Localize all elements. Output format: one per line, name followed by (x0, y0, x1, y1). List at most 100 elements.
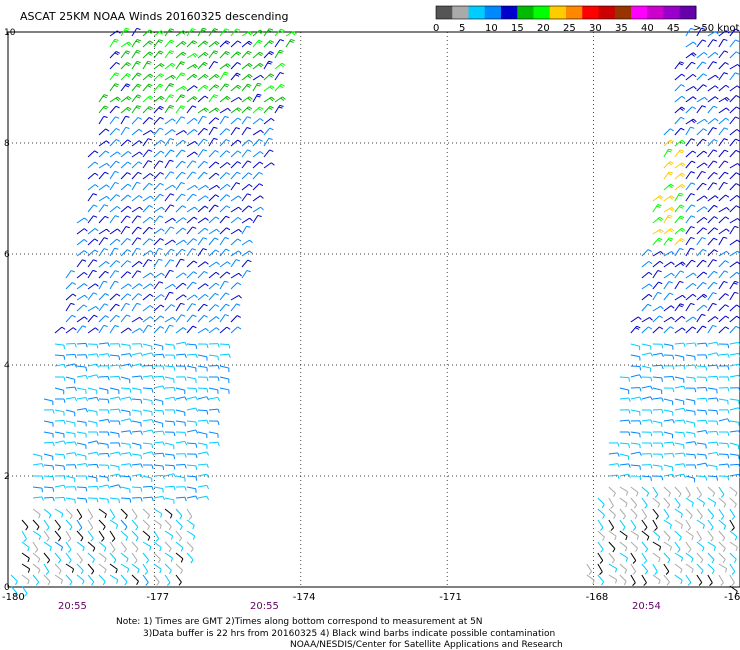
wind-barb (707, 464, 717, 467)
wind-barb (641, 419, 651, 422)
wind-barb-feather (702, 259, 707, 263)
wind-barb (652, 508, 659, 517)
wind-barb-feather (41, 463, 44, 468)
wind-barb (32, 463, 42, 466)
wind-barb-feather (125, 63, 130, 67)
wind-barb (142, 40, 150, 48)
wind-barb-feather (600, 527, 604, 531)
wind-barb-feather (204, 195, 209, 199)
wind-barb-feather (736, 205, 740, 209)
wind-barb-feather (236, 303, 241, 306)
wind-barb (674, 563, 683, 570)
wind-barb (707, 375, 717, 378)
wind-barb (619, 508, 626, 517)
wind-barb (685, 28, 692, 37)
wind-barb-feather (712, 39, 717, 42)
wind-barb (153, 172, 161, 180)
wind-barb-feather (669, 208, 674, 212)
wind-barb-feather (217, 365, 220, 370)
wind-barb-feather (115, 61, 120, 65)
wind-barb-feather (172, 184, 176, 189)
wind-barb-feather (118, 499, 120, 504)
wind-barb-feather (661, 344, 664, 349)
wind-barb-feather (202, 41, 207, 45)
wind-barb (142, 563, 149, 572)
wind-barb-feather (169, 291, 174, 294)
wind-barb-feather (690, 236, 695, 240)
wind-barb-feather (226, 261, 231, 265)
wind-barb (729, 442, 739, 446)
wind-barb-feather (632, 527, 637, 531)
wind-barb (630, 409, 640, 413)
wind-barb-feather (733, 282, 738, 285)
wind-barb-feather (622, 515, 626, 520)
wind-barb-feather (680, 116, 685, 120)
wind-barb-feather (680, 149, 685, 152)
wind-barb (87, 451, 97, 455)
wind-barb-feather (716, 442, 719, 447)
wind-barb-feather (74, 343, 77, 348)
note-line-2: 3)Data buffer is 22 hrs from 20160325 4)… (143, 629, 555, 639)
wind-barb-feather (61, 326, 66, 330)
wind-barb (707, 195, 716, 202)
wind-barb-feather (628, 397, 631, 402)
wind-barb (674, 508, 683, 515)
wind-barb-feather (649, 317, 653, 321)
wind-barb-feather (667, 172, 672, 176)
wind-barb (219, 280, 225, 290)
wind-barb-feather (205, 217, 209, 221)
wind-barb-feather (224, 115, 229, 119)
wind-barb-feather (659, 326, 664, 330)
wind-barb-feather (650, 409, 653, 415)
wind-barb-feather (117, 30, 121, 34)
wind-barb-feather (158, 559, 161, 564)
wind-barb-feather (103, 94, 109, 97)
wind-barb (219, 314, 226, 323)
wind-barb-feather (172, 239, 176, 244)
wind-barb-feather (205, 107, 209, 111)
wind-barb (263, 73, 271, 81)
wind-barb (65, 508, 73, 516)
wind-barb-feather (103, 237, 109, 240)
wind-barb (120, 552, 129, 559)
wind-barb-feather (635, 547, 638, 552)
wind-barb-feather (168, 106, 173, 109)
wind-barb-feather (668, 162, 673, 166)
wind-barb-feather (212, 95, 217, 99)
wind-barb-feather (735, 172, 740, 176)
wind-barb-feather (195, 465, 198, 470)
wind-barb-feather (268, 60, 273, 63)
wind-barb (98, 162, 107, 169)
wind-barb-feather (636, 325, 641, 329)
wind-barb-feather (249, 30, 253, 35)
wind-barb (241, 139, 250, 147)
wind-barb-feather (136, 247, 141, 250)
wind-barb-feather (669, 237, 674, 240)
wind-barb (65, 353, 76, 356)
wind-barb-feather (80, 537, 84, 542)
wind-barb-feather (115, 127, 120, 131)
wind-barb (43, 453, 53, 457)
wind-barb (109, 96, 118, 103)
wind-barb (707, 541, 716, 548)
wind-barb (219, 292, 226, 301)
wind-barb (718, 149, 725, 158)
wind-barb-feather (159, 39, 164, 42)
wind-barb-feather (182, 327, 187, 331)
wind-barb (142, 73, 151, 81)
wind-barb (685, 563, 694, 570)
wind-barb (131, 151, 140, 158)
wind-barb-feather (225, 138, 230, 142)
wind-barb-feather (225, 64, 230, 68)
wind-barb (274, 105, 281, 114)
wind-barb-feather (107, 419, 111, 424)
wind-barb-feather (168, 51, 173, 55)
wind-barb-feather (181, 86, 186, 91)
wind-barb (43, 552, 51, 561)
wind-barb-feather (644, 504, 648, 509)
wind-barb (153, 519, 162, 526)
wind-barb-feather (69, 526, 73, 531)
wind-barb (65, 552, 72, 561)
wind-barb-feather (279, 85, 284, 89)
wind-barb (164, 563, 172, 571)
